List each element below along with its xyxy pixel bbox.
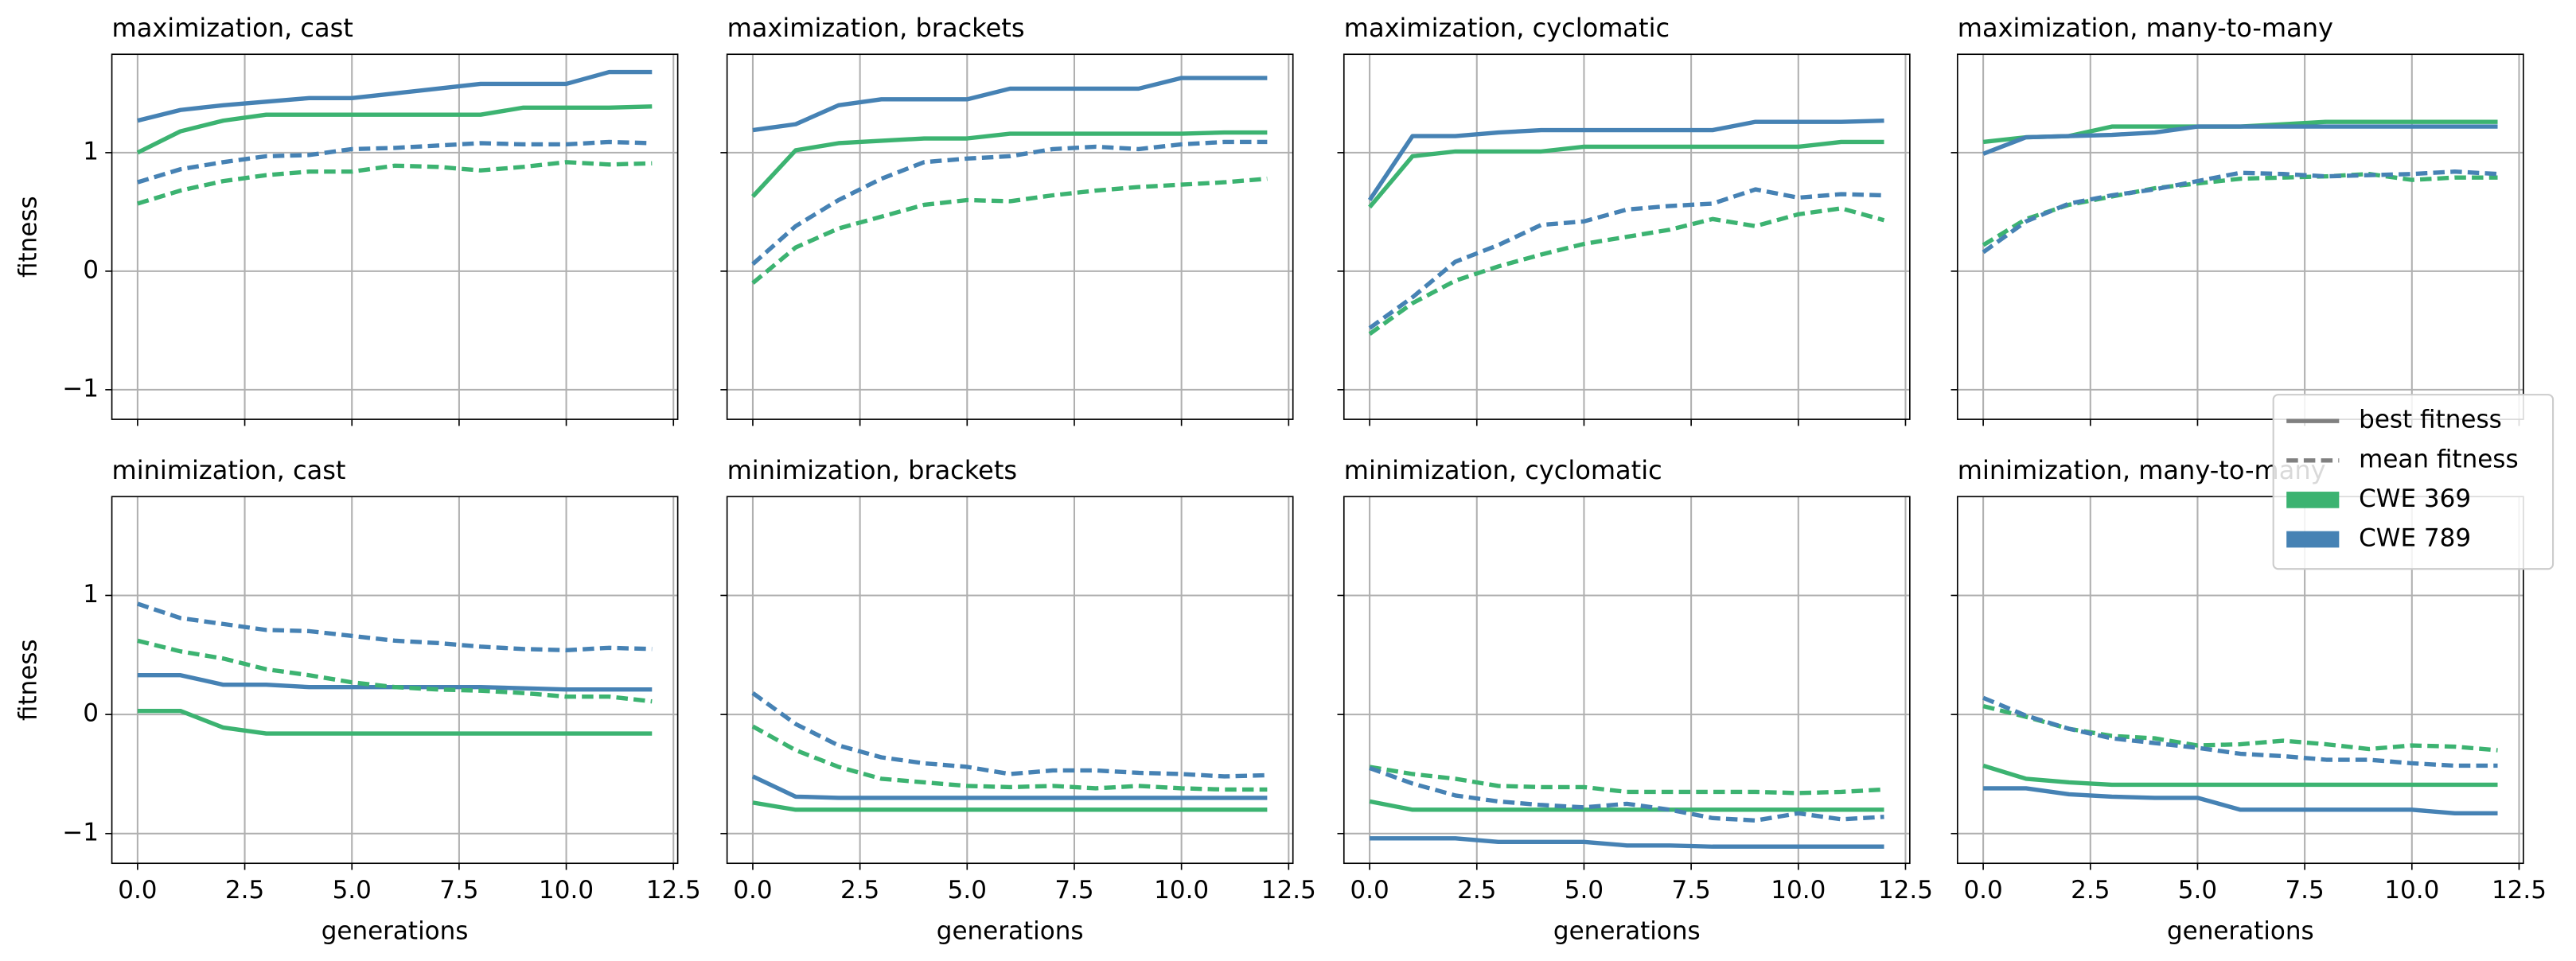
x-axis-label: generations <box>937 917 1084 946</box>
panel-title: minimization, brackets <box>727 455 1018 485</box>
x-tick-label: 12.5 <box>646 876 701 905</box>
fitness-line <box>1369 765 1884 823</box>
legend-box <box>2272 394 2555 570</box>
legend-label: best fitness <box>2359 406 2502 434</box>
panel-title: minimization, many-to-many <box>1958 455 2326 485</box>
fitness-line <box>1369 799 1884 812</box>
y-tick-label: 1 <box>83 137 99 165</box>
x-axis-label: generations <box>322 917 469 946</box>
x-tick-label: 2.5 <box>225 876 264 905</box>
panel-title: maximization, cyclomatic <box>1344 13 1670 43</box>
x-tick-label: 12.5 <box>1878 876 1933 905</box>
fitness-line <box>1982 695 2498 768</box>
panel-title: maximization, brackets <box>727 13 1025 43</box>
y-tick-label: 0 <box>83 255 99 284</box>
x-tick-label: 2.5 <box>1457 876 1496 905</box>
legend-label: mean fitness <box>2359 445 2518 473</box>
fitness-line <box>137 69 653 123</box>
x-tick-label: 0.0 <box>1350 876 1389 905</box>
x-tick-label: 12.5 <box>1261 876 1316 905</box>
fitness-line <box>750 130 1268 198</box>
axes-frame <box>1956 496 2524 865</box>
x-tick-label: 0.0 <box>118 876 157 905</box>
fitness-line <box>1370 836 1884 849</box>
panel-title: minimization, cast <box>112 455 346 485</box>
fitness-line <box>137 160 653 206</box>
x-axis-label: generations <box>1553 917 1701 946</box>
fitness-line <box>137 601 653 653</box>
x-tick-label: 10.0 <box>539 876 594 905</box>
x-tick-label: 5.0 <box>333 876 372 905</box>
axes-frame <box>726 53 1294 420</box>
legend-swatch <box>2286 492 2340 508</box>
panel-title: maximization, many-to-many <box>1958 13 2333 43</box>
fitness-line <box>1369 765 1884 796</box>
legend-label: CWE 369 <box>2359 484 2471 513</box>
fitness-line <box>751 176 1268 285</box>
fitness-line <box>752 76 1268 133</box>
fitness-line <box>1368 206 1885 337</box>
axes-frame <box>1956 53 2524 420</box>
x-axis-label: generations <box>2167 917 2314 946</box>
x-tick-label: 5.0 <box>948 876 987 905</box>
fitness-line <box>137 708 653 736</box>
legend-swatch <box>2286 531 2340 548</box>
y-tick-label: 0 <box>83 699 99 728</box>
y-tick-label: −1 <box>62 374 99 403</box>
x-tick-label: 5.0 <box>1565 876 1604 905</box>
x-tick-label: 7.5 <box>1054 876 1093 905</box>
fitness-line <box>1367 118 1884 201</box>
fitness-line <box>1982 763 2498 788</box>
fitness-line <box>137 139 653 185</box>
panel-title: minimization, cyclomatic <box>1344 455 1662 485</box>
y-tick-label: 1 <box>83 580 99 609</box>
fitness-line <box>751 139 1268 266</box>
fitness-line <box>751 774 1268 800</box>
x-tick-label: 7.5 <box>2285 876 2324 905</box>
axes-frame <box>111 53 679 420</box>
x-tick-label: 10.0 <box>1154 876 1209 905</box>
x-tick-label: 2.5 <box>840 876 879 905</box>
x-tick-label: 10.0 <box>2384 876 2439 905</box>
x-tick-label: 10.0 <box>1771 876 1826 905</box>
x-tick-label: 5.0 <box>2178 876 2217 905</box>
fitness-line <box>751 724 1268 792</box>
fitness-line <box>1368 139 1884 209</box>
x-tick-label: 12.5 <box>2492 876 2547 905</box>
x-tick-label: 0.0 <box>1963 876 2002 905</box>
axes-frame <box>726 496 1294 865</box>
legend-label: CWE 789 <box>2359 524 2471 553</box>
axes-frame <box>1343 53 1911 420</box>
fitness-line <box>136 104 653 155</box>
axes-frame <box>1343 496 1911 865</box>
axes-frame <box>111 496 679 865</box>
y-axis-label: fitness <box>14 196 43 278</box>
fitness-line <box>1368 187 1884 330</box>
panel-title: maximization, cast <box>112 13 353 43</box>
fitness-line <box>752 800 1268 812</box>
x-tick-label: 7.5 <box>1671 876 1710 905</box>
x-tick-label: 7.5 <box>439 876 478 905</box>
fitness-line <box>137 638 653 704</box>
x-tick-label: 2.5 <box>2071 876 2110 905</box>
y-tick-label: −1 <box>62 818 99 846</box>
y-axis-label: fitness <box>14 639 43 721</box>
fitness-line <box>1982 124 2498 156</box>
fitness-line <box>1982 172 2498 247</box>
x-tick-label: 0.0 <box>733 876 772 905</box>
fitness-line <box>1983 786 2498 816</box>
